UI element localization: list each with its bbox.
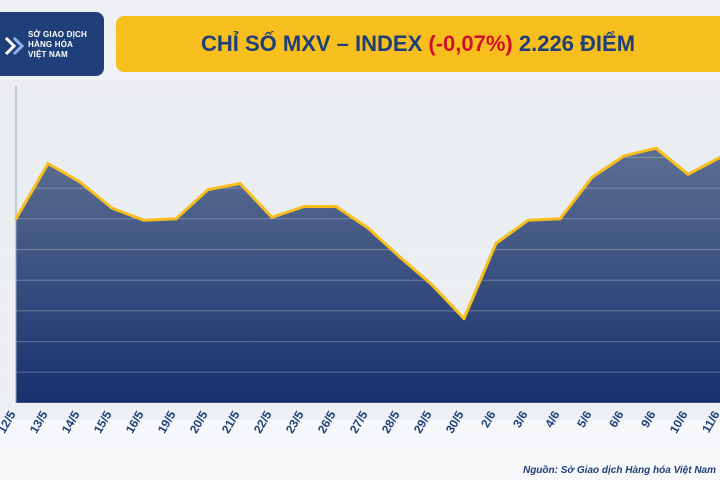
data-point [398, 255, 402, 259]
data-point [366, 226, 370, 230]
exchange-logo: SỞ GIAO DỊCH HÀNG HÓA VIỆT NAM [0, 12, 104, 76]
logo-text-line-3: VIỆT NAM [28, 50, 68, 59]
data-point [590, 175, 594, 179]
data-point [238, 182, 242, 185]
data-point [174, 217, 178, 221]
title-prefix: CHỈ SỐ MXV – INDEX [200, 31, 423, 56]
data-point [526, 218, 530, 222]
data-point [142, 218, 146, 222]
data-point [494, 241, 498, 245]
data-point [14, 217, 18, 221]
data-point [334, 205, 338, 208]
data-point [46, 162, 50, 165]
data-point [110, 206, 114, 210]
data-point [430, 283, 434, 287]
chart-header: SỞ GIAO DỊCH HÀNG HÓA VIỆT NAM CHỈ SỐ MX… [0, 0, 720, 84]
title-change-percent: (-0,07%) [428, 31, 513, 56]
title-index-value: 2.226 ĐIỂM [518, 31, 636, 56]
chart-title: CHỈ SỐ MXV – INDEX (-0,07%) 2.226 ĐIỂM [201, 31, 635, 57]
logo-text-line-1: SỞ GIAO DỊCH [28, 30, 88, 39]
data-point [462, 317, 466, 321]
source-note: Nguồn: Sở Giao dịch Hàng hóa Việt Nam [522, 465, 716, 476]
data-point [302, 205, 306, 208]
data-point [654, 146, 658, 150]
data-point [558, 217, 562, 221]
data-point [78, 180, 82, 184]
data-point [686, 172, 690, 176]
data-point [622, 154, 626, 158]
data-point [206, 188, 210, 192]
title-banner: CHỈ SỐ MXV – INDEX (-0,07%) 2.226 ĐIỂM [116, 16, 720, 72]
logo-text-line-2: HÀNG HÓA [28, 40, 74, 49]
series-area [16, 148, 720, 403]
chevron-logo-icon [4, 36, 25, 56]
data-point [270, 215, 274, 219]
